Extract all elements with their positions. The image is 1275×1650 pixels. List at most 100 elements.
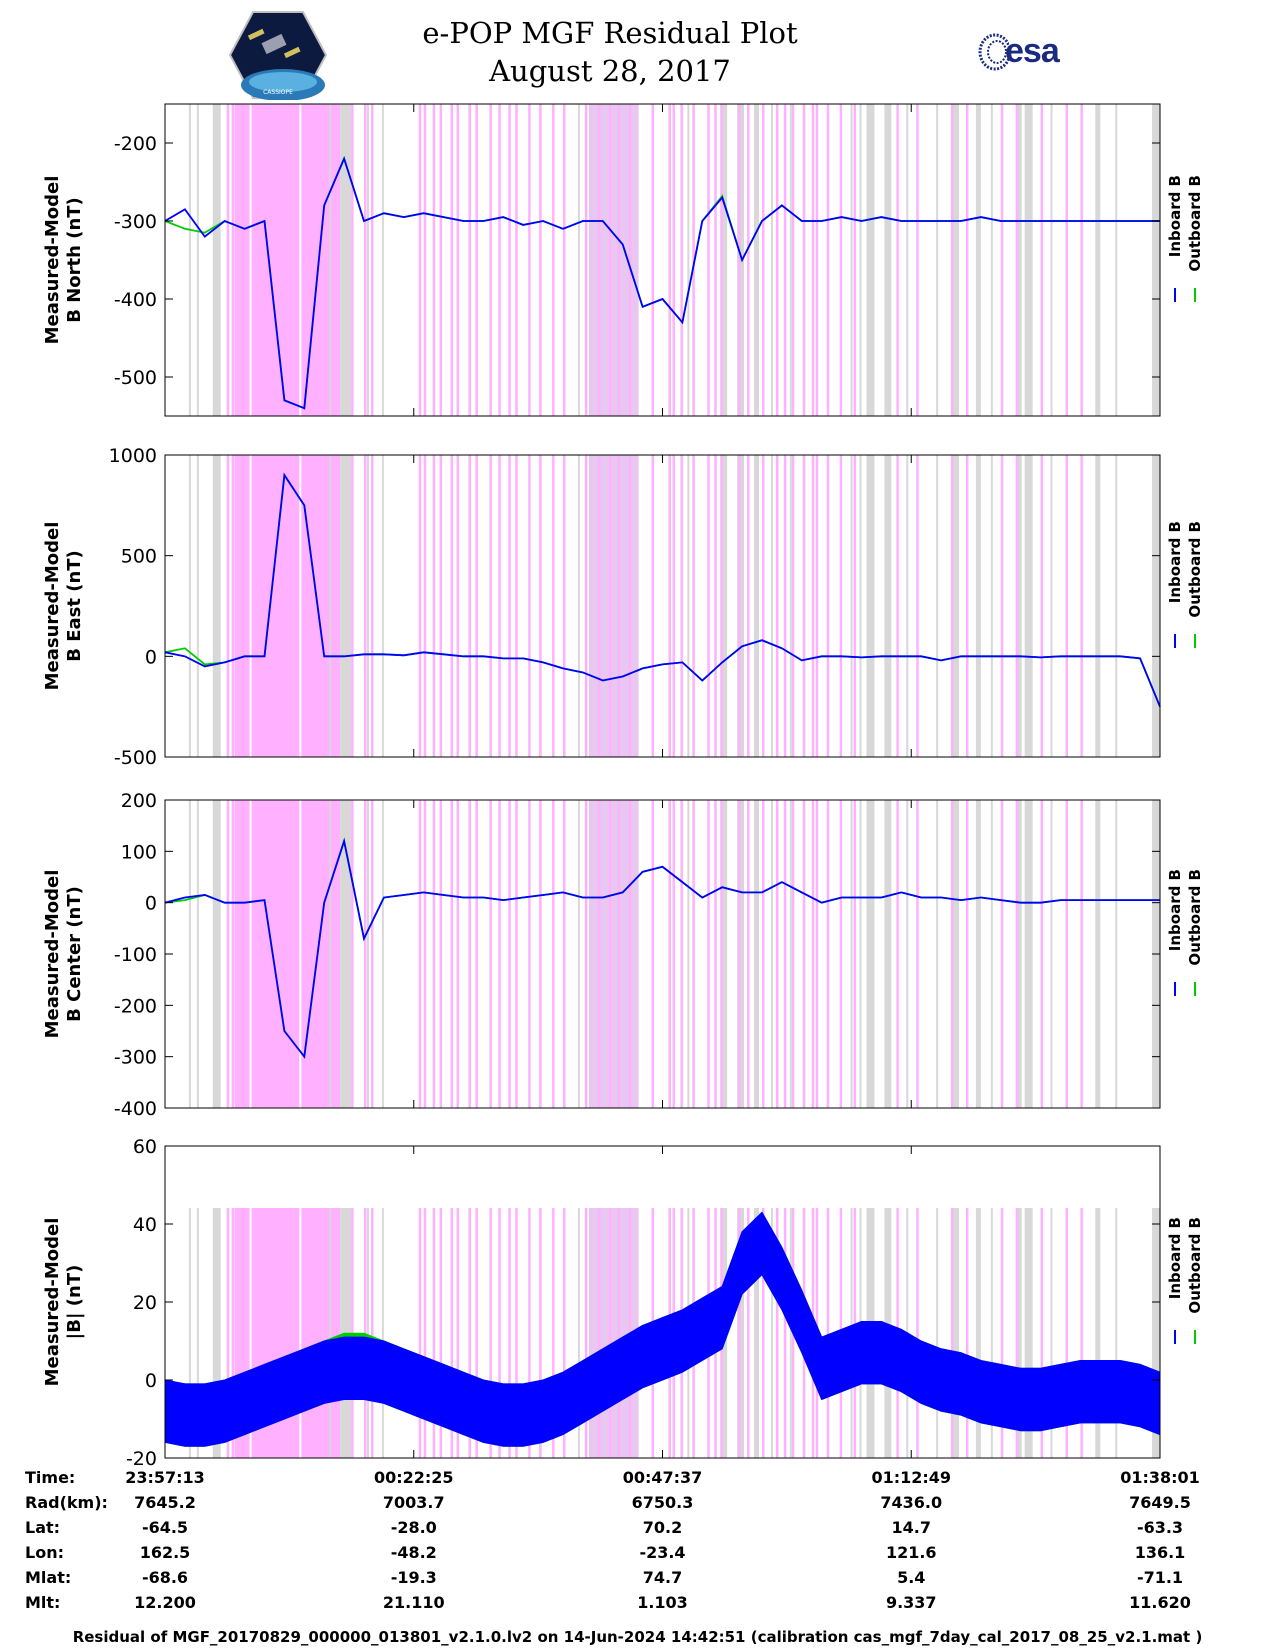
magenta-line (896, 800, 899, 1108)
magenta-line (692, 800, 695, 1108)
gray-band (1095, 800, 1101, 1108)
magenta-line (423, 455, 427, 757)
gray-line (687, 455, 690, 757)
magenta-line (1000, 104, 1004, 416)
magenta-line (707, 455, 710, 757)
y-tick-label: -200 (114, 995, 157, 1017)
legend-outboard-label: Outboard B (1186, 869, 1204, 966)
gray-line (990, 1208, 993, 1458)
gray-line (366, 1208, 369, 1458)
gray-line (936, 104, 939, 416)
gray-line (577, 800, 580, 1108)
magenta-line (528, 104, 531, 416)
table-cell: 7645.2 (134, 1493, 196, 1512)
gray-line (1115, 455, 1118, 757)
magenta-line (651, 104, 655, 416)
gray-line (936, 455, 939, 757)
magenta-line (916, 104, 919, 416)
table-cell: 7649.5 (1129, 1493, 1191, 1512)
magenta-line (1000, 800, 1004, 1108)
gray-band (340, 455, 352, 757)
gray-band (1024, 455, 1033, 757)
magenta-line (747, 455, 750, 757)
gray-line (936, 800, 939, 1108)
magenta-line (226, 800, 230, 1108)
magenta-line (418, 455, 422, 757)
magenta-line (747, 1208, 750, 1458)
magenta-line (552, 104, 555, 416)
gray-line (906, 800, 909, 1108)
y-tick-label: 40 (133, 1214, 157, 1236)
magenta-line (439, 104, 443, 416)
y-tick-label: -200 (114, 133, 157, 155)
magenta-line (738, 1208, 741, 1458)
magenta-line (563, 104, 566, 416)
table-cell: 7436.0 (880, 1493, 943, 1512)
magenta-line (916, 800, 919, 1108)
esa-logo: esa (975, 30, 1095, 80)
gray-line (789, 104, 792, 416)
table-cell: 9.337 (885, 1593, 937, 1612)
magenta-line (617, 800, 621, 1108)
magenta-line (515, 455, 518, 757)
gray-band (975, 455, 981, 757)
panel-4: -20 0 20 40 60 Measured-Model|B| (nT) Inboard … (42, 1136, 1204, 1470)
white-gap (249, 455, 252, 757)
magenta-line (528, 800, 531, 1108)
magenta-line (1000, 1208, 1004, 1458)
magenta-line (714, 104, 717, 416)
y-tick-label: 0 (145, 646, 157, 668)
gray-band (1024, 800, 1033, 1108)
magenta-line (1080, 800, 1083, 1108)
magenta-line (775, 1208, 779, 1458)
magenta-line (783, 1208, 787, 1458)
magenta-line (584, 800, 588, 1108)
table-cell: 14.7 (891, 1518, 931, 1537)
gray-line (770, 455, 773, 757)
gray-line (859, 455, 862, 757)
gray-line (1050, 1208, 1053, 1458)
gray-line (329, 104, 332, 416)
magenta-line (515, 800, 518, 1108)
magenta-line (965, 455, 969, 757)
table-cell: 23:57:13 (125, 1468, 205, 1487)
legend-inboard-label: Inboard B (1166, 869, 1184, 951)
gray-line (381, 104, 384, 416)
gray-line (196, 455, 199, 757)
y-tick-label: -100 (114, 944, 157, 966)
gray-band (212, 1208, 221, 1458)
magenta-line (489, 455, 492, 757)
magenta-line (439, 455, 443, 757)
magenta-line (1080, 104, 1083, 416)
magenta-line (498, 800, 501, 1108)
table-cell: -68.6 (141, 1568, 189, 1587)
magenta-line (916, 1208, 919, 1458)
magenta-line (747, 104, 750, 416)
y-axis-label: Measured-ModelB Center (nT) (42, 870, 85, 1039)
magenta-line (1015, 455, 1019, 757)
gray-band (1024, 1208, 1033, 1458)
plot-title: e-POP MGF Residual Plot (422, 16, 798, 50)
magenta-line (432, 104, 436, 416)
gray-band (866, 455, 875, 757)
magenta-line (714, 455, 717, 757)
table-row-label: Rad(km): (25, 1493, 108, 1512)
magenta-line (1040, 800, 1044, 1108)
magenta-line (432, 1208, 436, 1458)
magenta-line (1000, 455, 1004, 757)
gray-band (1024, 104, 1033, 416)
magenta-line (608, 800, 612, 1108)
table-cell: 7003.7 (382, 1493, 445, 1512)
gray-line (936, 1208, 939, 1458)
magenta-line (762, 1208, 765, 1458)
magenta-line (597, 104, 601, 416)
magenta-line (508, 800, 511, 1108)
gray-line (366, 800, 369, 1108)
magenta-line (951, 800, 954, 1108)
magenta-line (775, 800, 779, 1108)
white-gap (299, 455, 302, 757)
magenta-line (468, 455, 471, 757)
magenta-line (597, 455, 601, 757)
magenta-line (951, 1208, 954, 1458)
gray-line (196, 800, 199, 1108)
